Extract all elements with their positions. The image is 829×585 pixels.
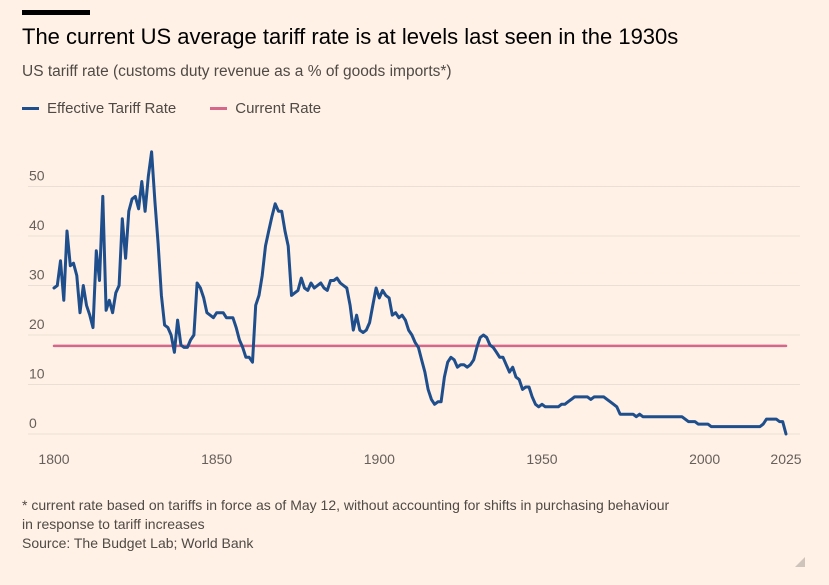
- tariff-rate-chart: 0 10 20 30 40 50 1800 1850 1900 1950 2000 2025: [28, 150, 802, 467]
- legend-item-current-rate: Current Rate: [210, 100, 321, 117]
- x-tick-label-2000: 2000: [689, 451, 720, 467]
- x-tick-label-1950: 1950: [526, 451, 557, 467]
- y-tick-label-0: 0: [29, 415, 37, 431]
- y-tick-label-50: 50: [29, 168, 45, 184]
- footnote-text-line-2: in response to tariff increases: [22, 516, 205, 532]
- y-tick-label-10: 10: [29, 366, 45, 382]
- y-tick-label-30: 30: [29, 267, 45, 283]
- resize-handle-icon[interactable]: [795, 557, 805, 567]
- footnote-text-line-1: * current rate based on tariffs in force…: [22, 497, 670, 513]
- y-tick-label-20: 20: [29, 316, 45, 332]
- series-line-effective-tariff-rate: [52, 150, 788, 436]
- chart-legend: Effective Tariff Rate Current Rate: [22, 98, 355, 118]
- x-tick-label-2025: 2025: [770, 451, 801, 467]
- legend-swatch-effective-tariff-rate: [22, 106, 39, 110]
- legend-swatch-current-rate: [210, 106, 228, 110]
- legend-item-effective-tariff-rate: Effective Tariff Rate: [22, 100, 176, 117]
- x-tick-label-1900: 1900: [364, 451, 395, 467]
- chart-footnote: * current rate based on tariffs in force…: [22, 496, 802, 553]
- chart-title: The current US average tariff rate is at…: [22, 24, 679, 49]
- brand-bar: [22, 10, 90, 15]
- x-tick-label-1850: 1850: [201, 451, 232, 467]
- chart-series: [52, 150, 788, 436]
- x-axis-tick-labels: 1800 1850 1900 1950 2000 2025: [38, 451, 801, 467]
- source-text: Source: The Budget Lab; World Bank: [22, 535, 254, 551]
- chart-grid: [28, 186, 800, 435]
- legend-label-effective-tariff-rate: Effective Tariff Rate: [47, 99, 177, 117]
- x-tick-label-1800: 1800: [38, 451, 69, 467]
- y-tick-label-40: 40: [29, 217, 45, 233]
- chart-subtitle: US tariff rate (customs duty revenue as …: [22, 63, 452, 80]
- y-axis-tick-labels: 0 10 20 30 40 50: [29, 168, 45, 432]
- legend-label-current-rate: Current Rate: [235, 99, 322, 117]
